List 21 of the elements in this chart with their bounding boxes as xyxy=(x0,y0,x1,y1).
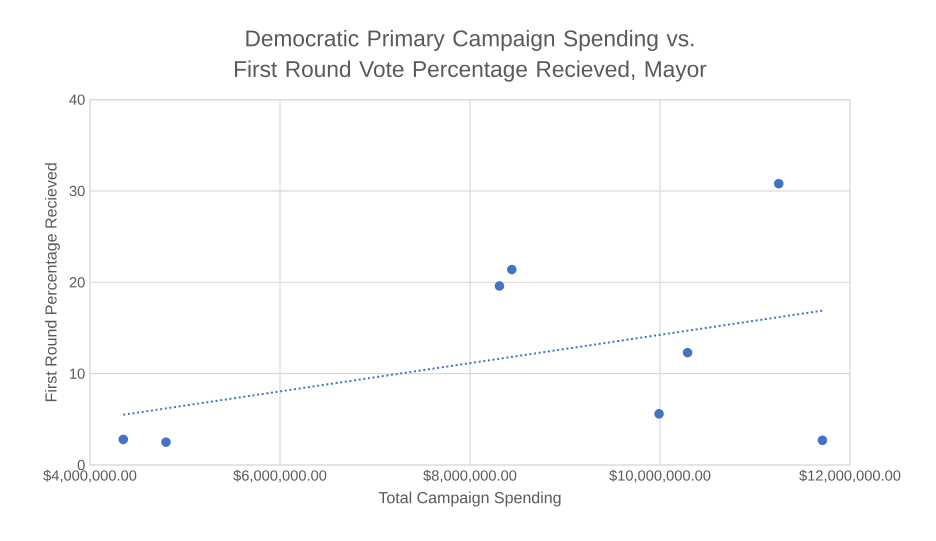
point xyxy=(682,348,692,358)
point xyxy=(818,436,828,446)
x-tick-label: $4,000,000.00 xyxy=(43,470,136,482)
y-axis-title: First Round Percentage Recieved xyxy=(44,163,60,402)
y-tick-label: 10 xyxy=(70,368,85,379)
chart-title: Democratic Primary Campaign Spending vs. First Round Vote Percentage Recieved, Mayor xyxy=(235,30,706,82)
point xyxy=(161,437,171,447)
y-tick-label: 20 xyxy=(70,277,85,288)
x-tick-label: $12,000,000.00 xyxy=(799,470,900,482)
point xyxy=(774,178,784,188)
y-tick-label: 0 xyxy=(78,460,85,470)
x-axis-title: Total Campaign Spending xyxy=(378,492,561,506)
point xyxy=(118,434,128,444)
x-tick-label: $8,000,000.00 xyxy=(423,470,516,482)
point xyxy=(507,264,517,274)
point xyxy=(494,281,504,291)
x-tick-label: $6,000,000.00 xyxy=(233,470,326,482)
point xyxy=(654,409,664,419)
y-tick-label: 40 xyxy=(69,94,85,105)
x-tick-label: $10,000,000.00 xyxy=(609,470,710,482)
y-tick-label: 30 xyxy=(70,186,85,196)
